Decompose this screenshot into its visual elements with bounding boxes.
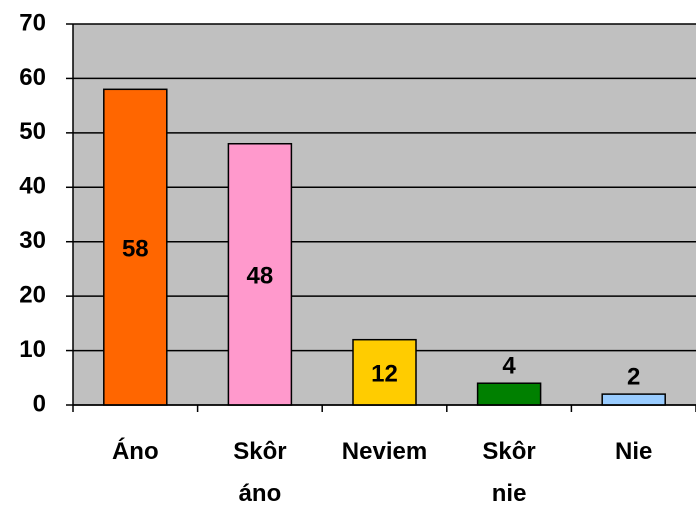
y-tick-label: 0	[33, 390, 46, 417]
data-label: 58	[122, 236, 149, 263]
y-tick-label: 20	[19, 281, 46, 308]
bar	[601, 393, 666, 406]
y-tick-label: 10	[19, 336, 46, 363]
y-tick-label: 30	[19, 227, 46, 254]
data-label: 2	[627, 363, 640, 390]
x-tick-label: Neviem	[342, 438, 427, 465]
x-tick-label: Nie	[615, 438, 652, 465]
bar	[103, 88, 168, 406]
bar	[476, 382, 542, 406]
y-tick-label: 50	[19, 118, 46, 145]
x-tick-label: Skôr áno	[233, 438, 286, 506]
x-tick-label: Skôr nie	[482, 438, 535, 506]
x-tick-label: Áno	[112, 437, 159, 465]
data-label: 48	[247, 263, 274, 290]
y-tick-label: 40	[19, 173, 46, 200]
y-tick-label: 70	[19, 9, 46, 36]
data-label: 12	[371, 361, 398, 388]
y-tick-label: 60	[19, 64, 46, 91]
data-label: 4	[502, 353, 516, 380]
